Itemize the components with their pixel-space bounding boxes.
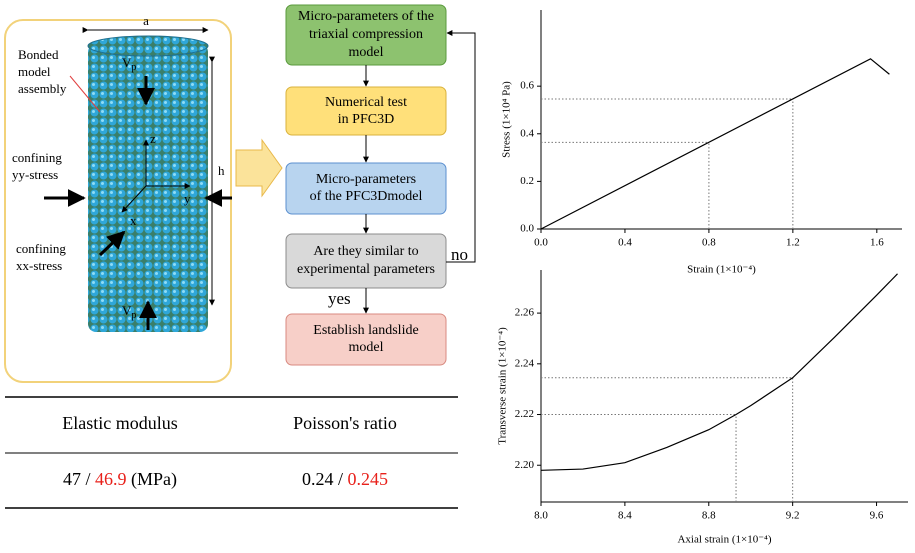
- node-text: Numerical test: [325, 95, 407, 110]
- node-text: Micro-parameters of the: [298, 9, 434, 24]
- x-tick-label: 8.0: [534, 510, 548, 522]
- assembly-label: model: [18, 64, 51, 79]
- y-label: y: [184, 191, 191, 206]
- y-axis-label: Transverse strain (1×10⁻⁴): [497, 327, 509, 445]
- x-tick-label: 9.2: [786, 510, 800, 522]
- node-text: Are they similar to: [313, 244, 418, 259]
- table-header: Poisson's ratio: [293, 413, 397, 433]
- x-tick-label: 0.4: [618, 237, 632, 249]
- x-tick-label: 0.0: [534, 237, 548, 249]
- x-tick-label: 0.8: [702, 237, 716, 249]
- data-line: [540, 58, 890, 230]
- table-cell: 47 / 46.9 (MPa): [63, 469, 177, 490]
- y-tick-label: 0.4: [520, 127, 534, 139]
- x-tick-label: 8.8: [702, 510, 716, 522]
- y-tick-label: 2.26: [515, 307, 535, 319]
- node-text: Micro-parameters: [316, 172, 416, 187]
- velocity-subscript: p: [131, 310, 136, 321]
- z-label: z: [150, 131, 156, 146]
- x-axis-label: Axial strain (1×10⁻⁴): [677, 534, 771, 546]
- flow-node: [285, 313, 447, 366]
- table-header: Elastic modulus: [62, 413, 178, 433]
- x-tick-label: 1.6: [870, 237, 884, 249]
- y-tick-label: 2.24: [515, 357, 535, 369]
- flow-arrow: [235, 138, 283, 198]
- edge-label: yes: [328, 289, 351, 308]
- velocity-symbol: V: [122, 55, 132, 70]
- y-tick-label: 2.22: [515, 408, 534, 420]
- charts: 0.0 0.4 0.8 1.2 1.6 0.0 0.2 0.4 0.6 Strain (1×10⁻…: [497, 10, 908, 546]
- yy-stress-label: yy-stress: [12, 167, 58, 182]
- pointer: [69, 75, 101, 113]
- y-axis-label: Stress (1×10⁴ Pa): [501, 81, 513, 158]
- node-text: Establish landslide: [313, 323, 418, 338]
- flow-node: [285, 86, 447, 136]
- y-tick-label: 2.20: [515, 459, 535, 471]
- stress-arrow: [98, 230, 126, 257]
- y-tick-label: 0.6: [520, 80, 534, 92]
- specimen-cylinder: [88, 44, 208, 332]
- width-label: a: [143, 13, 149, 28]
- height-label: h: [218, 163, 225, 178]
- cell-segment: /: [81, 469, 95, 489]
- cell-segment: 0.245: [348, 469, 389, 489]
- xx-stress-label: confining: [16, 241, 66, 256]
- x-tick-label: 9.6: [870, 510, 884, 522]
- x-axis-label: Strain (1×10⁻⁴): [687, 264, 756, 276]
- assembly-label: Bonded: [18, 47, 59, 62]
- node-text: in PFC3D: [338, 112, 394, 127]
- flow-node: [285, 233, 447, 289]
- y-tick-label: 0.2: [520, 175, 534, 187]
- cell-segment: /: [333, 469, 347, 489]
- node-text: experimental parameters: [297, 262, 435, 277]
- specimen-top: [87, 35, 209, 57]
- data-line: [540, 273, 898, 471]
- cell-segment: 47: [63, 469, 81, 489]
- flow-edge: [446, 30, 476, 263]
- velocity-subscript: p: [131, 62, 136, 73]
- node-text: model: [349, 340, 384, 355]
- xx-stress-label: xx-stress: [16, 258, 62, 273]
- cell-segment: 46.9: [95, 469, 127, 489]
- assembly-label: assembly: [18, 81, 67, 96]
- edge-label: no: [451, 245, 468, 264]
- y-tick-label: 0.0: [520, 223, 534, 235]
- x-label: x: [130, 213, 137, 228]
- x-tick-label: 1.2: [786, 237, 800, 249]
- x-tick-label: 8.4: [618, 510, 632, 522]
- node-text: model: [349, 45, 384, 60]
- yy-stress-label: confining: [12, 150, 62, 165]
- x-axis: [121, 185, 147, 213]
- node-text: of the PFC3Dmodel: [310, 189, 423, 204]
- table-cell: 0.24 / 0.245: [302, 469, 388, 489]
- node-text: triaxial compression: [309, 27, 423, 42]
- velocity-bottom: Vp: [122, 303, 136, 321]
- cell-segment: (MPa): [127, 469, 178, 490]
- velocity-symbol: V: [122, 303, 132, 318]
- velocity-top: Vp: [122, 55, 136, 73]
- cell-segment: 0.24: [302, 469, 334, 489]
